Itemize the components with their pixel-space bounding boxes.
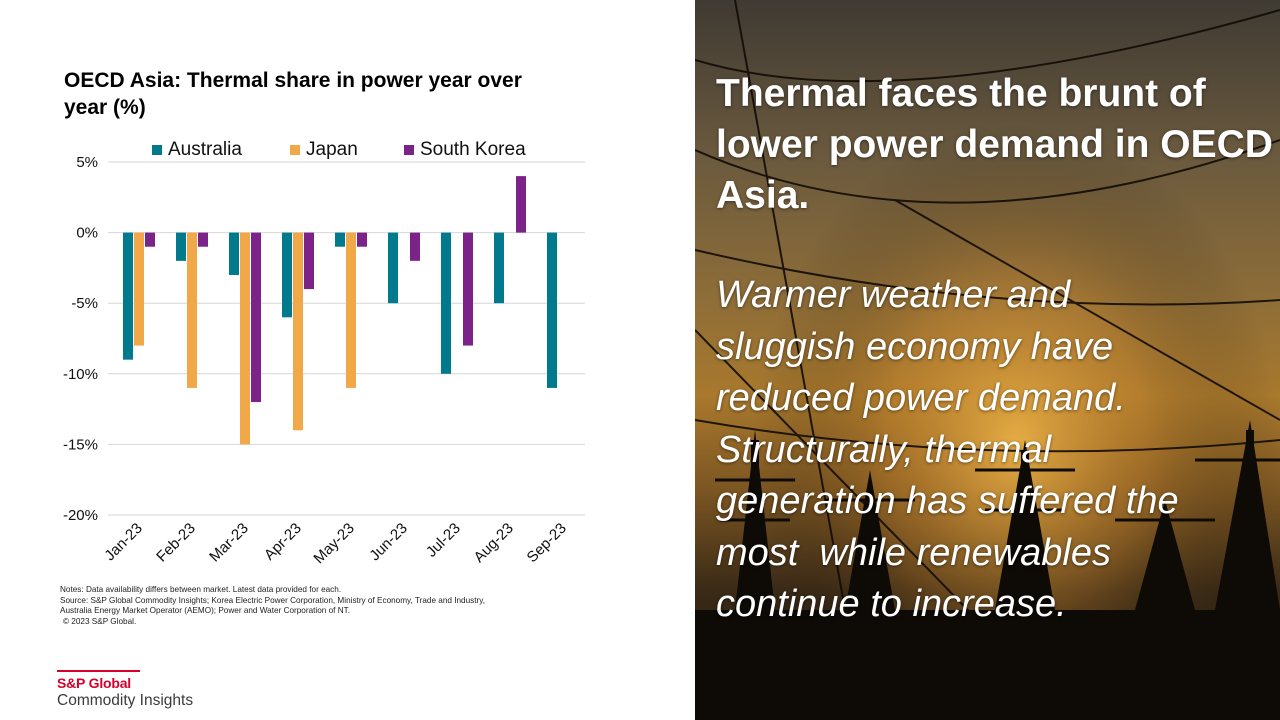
- y-tick-label: 5%: [76, 154, 98, 171]
- chart-panel: OECD Asia: Thermal share in power year o…: [57, 69, 620, 711]
- bar-south-korea-feb-23: [198, 232, 208, 247]
- bar-australia-may-23: [335, 232, 345, 247]
- body-text: Warmer weather and sluggish economy have…: [716, 270, 1276, 631]
- photo-panel: Thermal faces the brunt of lower power d…: [695, 0, 1280, 720]
- bar-australia-feb-23: [176, 232, 186, 261]
- bar-chart: 5% 0% -5% -10% -15% -20%Jan-23 Feb-23 Mar-23 Apr…: [63, 154, 585, 567]
- source-line-2: Australia Energy Market Operator (AEMO);…: [60, 606, 351, 615]
- bar-australia-aug-23: [494, 232, 504, 304]
- x-tick-label: Aug-23: [471, 520, 517, 566]
- x-tick-label: Sep-23: [524, 520, 570, 566]
- legend-item-south-korea: South Korea: [404, 139, 526, 161]
- bar-japan-mar-23: [240, 232, 250, 445]
- body-line: most while renewables: [716, 531, 1111, 574]
- sp-global-logo: S&P Global Commodity Insights: [57, 670, 193, 711]
- logo-subtitle: Commodity Insights: [57, 692, 194, 709]
- body-line: continue to increase.: [716, 583, 1067, 625]
- legend-label-south-korea: South Korea: [420, 139, 526, 160]
- legend-label-japan: Japan: [306, 139, 358, 160]
- legend-item-japan: Japan: [290, 139, 358, 161]
- y-tick-label: -5%: [71, 295, 98, 312]
- body-line: Warmer weather and: [716, 274, 1071, 316]
- bar-japan-apr-23: [293, 232, 303, 431]
- x-tick-label: Feb-23: [153, 520, 199, 566]
- bar-south-korea-may-23: [357, 232, 367, 247]
- notes-line: Notes: Data availability differs between…: [60, 585, 342, 594]
- chart-title: OECD Asia: Thermal share in power year o…: [64, 69, 522, 119]
- bar-australia-jun-23: [388, 232, 398, 304]
- x-tick-label: Apr-23: [261, 520, 305, 564]
- body-line: generation has suffered the: [716, 480, 1179, 522]
- bar-south-korea-jul-23: [463, 232, 473, 346]
- logo-brand: S&P Global: [57, 675, 131, 691]
- copyright-line: © 2023 S&P Global.: [63, 616, 137, 626]
- headline: Thermal faces the brunt of lower power d…: [716, 72, 1273, 217]
- bar-australia-jan-23: [123, 232, 133, 360]
- bar-south-korea-jun-23: [410, 232, 420, 261]
- legend-swatch-australia: [152, 145, 162, 155]
- legend-label-australia: Australia: [168, 139, 242, 160]
- source-line: Source: S&P Global Commodity Insights; K…: [60, 595, 486, 605]
- bar-australia-apr-23: [282, 232, 292, 318]
- logo-rule: [57, 670, 140, 672]
- x-tick-label: Jan-23: [101, 520, 145, 564]
- legend-swatch-japan: [290, 145, 300, 155]
- legend-item-australia: Australia: [152, 139, 242, 161]
- bar-japan-jan-23: [134, 232, 144, 346]
- bar-australia-jul-23: [441, 232, 451, 374]
- bar-south-korea-jan-23: [145, 232, 155, 247]
- power-lines-photo: [695, 0, 1280, 720]
- y-tick-label: -20%: [63, 507, 98, 524]
- bar-australia-mar-23: [229, 232, 239, 275]
- body-line: Structurally, thermal: [716, 428, 1052, 471]
- bar-south-korea-aug-23: [516, 176, 526, 233]
- bar-south-korea-mar-23: [251, 232, 261, 403]
- legend-swatch-south-korea: [404, 145, 414, 155]
- bar-japan-may-23: [346, 232, 356, 388]
- x-tick-label: Jun-23: [366, 520, 410, 564]
- x-tick-label: Jul-23: [423, 520, 464, 561]
- bar-south-korea-apr-23: [304, 232, 314, 290]
- y-tick-label: -10%: [63, 366, 98, 383]
- bar-australia-sep-23: [547, 232, 557, 388]
- bar-japan-feb-23: [187, 232, 197, 388]
- body-line: sluggish economy have: [716, 325, 1114, 368]
- y-tick-label: 0%: [76, 225, 98, 242]
- x-tick-label: Mar-23: [206, 520, 252, 566]
- body-line: reduced power demand.: [716, 377, 1126, 419]
- chart-notes: Notes: Data availability differs between…: [60, 585, 620, 627]
- y-tick-label: -15%: [63, 436, 98, 453]
- x-tick-label: May-23: [310, 520, 357, 567]
